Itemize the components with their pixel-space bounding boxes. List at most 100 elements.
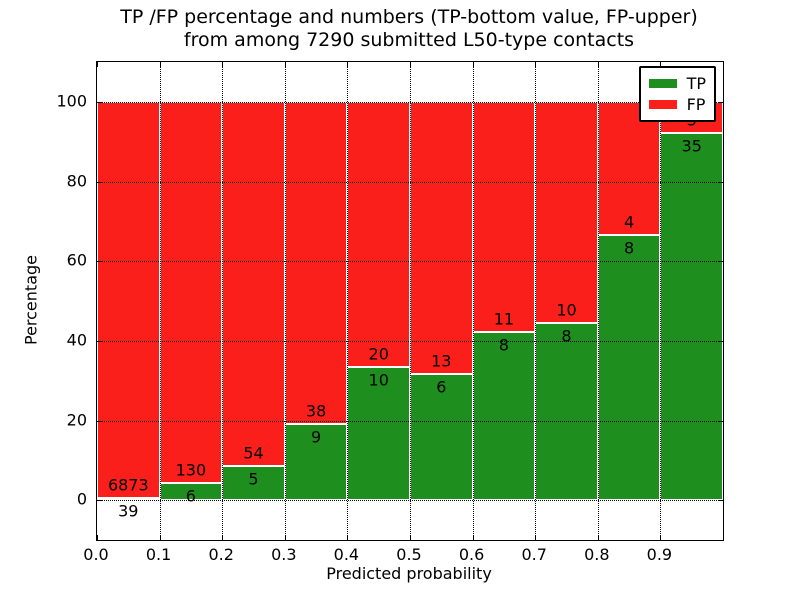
tick-x-bottom-0.9 (660, 535, 662, 540)
gridline-x-0.1 (159, 62, 161, 540)
annotation-tp-count-bin8: 8 (624, 238, 635, 258)
tick-y-left-60 (97, 261, 102, 263)
gridline-x-0.8 (597, 62, 599, 540)
annotation-fp-count-bin4: 20 (368, 344, 389, 364)
legend-entry-tp: TP (648, 73, 706, 94)
y-tick-label-0: 0 (76, 489, 87, 509)
annotation-tp-count-bin0: 39 (118, 501, 139, 521)
tick-y-right-0 (718, 500, 723, 502)
annotation-fp-count-bin1: 130 (175, 460, 207, 480)
tick-x-top-0.6 (472, 62, 474, 67)
tick-x-top-0.0 (97, 62, 98, 67)
tick-x-top-0.7 (535, 62, 537, 67)
annotation-tp-count-bin1: 6 (185, 486, 196, 506)
tick-x-bottom-0.8 (597, 535, 599, 540)
tick-y-left-40 (97, 340, 102, 342)
tick-x-top-0.2 (222, 62, 224, 67)
annotation-tp-count-bin9: 35 (681, 136, 702, 156)
x-tick-label-0.0: 0.0 (83, 545, 109, 564)
bar-segment-tp-bin5 (410, 374, 473, 501)
legend-swatch-fp (648, 100, 677, 109)
tick-y-right-20 (718, 420, 723, 422)
tick-x-top-0.3 (284, 62, 286, 67)
x-tick-label-0.6: 0.6 (458, 545, 485, 564)
x-tick-label-0.5: 0.5 (396, 545, 422, 564)
x-tick-label-0.2: 0.2 (208, 545, 234, 564)
tick-y-left-20 (97, 420, 102, 422)
tick-y-left-80 (97, 181, 102, 183)
annotation-fp-count-bin3: 38 (305, 401, 327, 421)
tick-x-top-0.9 (660, 62, 662, 67)
y-tick-label-80: 80 (66, 171, 87, 190)
plot-area: 6873391306545389201013611810848335 TP FP (96, 61, 724, 541)
tick-x-bottom-0.1 (159, 535, 161, 540)
chart-title-line1: TP /FP percentage and numbers (TP-bottom… (120, 6, 698, 28)
gridline-x-0.9 (660, 62, 662, 540)
chart-title: TP /FP percentage and numbers (TP-bottom… (96, 6, 722, 52)
y-tick-label-60: 60 (66, 250, 87, 270)
annotation-fp-count-bin0: 6873 (107, 475, 149, 495)
tick-x-bottom-0.0 (97, 535, 98, 540)
legend-label-fp: FP (686, 95, 706, 114)
tick-x-bottom-0.5 (410, 535, 411, 540)
x-tick-label-0.9: 0.9 (646, 545, 673, 564)
tick-x-bottom-0.4 (347, 535, 349, 540)
annotation-tp-count-bin3: 9 (311, 427, 322, 447)
annotation-tp-count-bin4: 10 (368, 370, 389, 390)
x-tick-label-0.1: 0.1 (145, 545, 172, 564)
annotation-tp-count-bin6: 8 (498, 335, 509, 355)
tick-y-left-0 (97, 500, 102, 502)
tick-x-bottom-0.3 (284, 535, 286, 540)
annotation-fp-count-bin6: 11 (493, 309, 515, 329)
legend-label-tp: TP (686, 74, 706, 93)
annotation-fp-count-bin8: 4 (624, 212, 635, 232)
annotation-fp-count-bin5: 13 (431, 351, 452, 371)
tick-x-bottom-0.2 (222, 535, 224, 540)
tick-x-top-0.8 (597, 62, 599, 67)
legend-box: TP FP (638, 66, 716, 122)
bar-segment-fp-bin7 (535, 101, 598, 324)
bar-segment-tp-bin9 (660, 133, 723, 501)
chart-title-line2: from among 7290 submitted L50-type conta… (183, 29, 635, 51)
annotation-fp-count-bin2: 54 (243, 443, 264, 463)
x-tick-label-0.7: 0.7 (521, 545, 547, 564)
annotation-tp-count-bin5: 6 (436, 377, 447, 397)
legend-entry-fp: FP (648, 94, 706, 115)
gridline-x-0.6 (472, 62, 474, 540)
bar-segment-fp-bin1 (159, 101, 223, 483)
y-tick-label-40: 40 (66, 330, 87, 350)
tick-y-right-60 (718, 261, 723, 263)
bar-segment-tp-bin6 (472, 332, 536, 501)
y-tick-label-100: 100 (56, 91, 87, 111)
tick-x-top-0.1 (159, 62, 161, 67)
gridline-x-0.7 (535, 62, 537, 540)
bar-segment-tp-bin8 (597, 234, 661, 501)
gridline-x-0.5 (410, 62, 411, 540)
x-axis-label: Predicted probability (326, 564, 492, 583)
gridline-x-0.2 (222, 62, 224, 540)
tick-y-right-40 (718, 340, 723, 342)
tick-x-bottom-0.6 (472, 535, 474, 540)
bar-segment-fp-bin3 (284, 101, 348, 424)
tick-x-top-0.4 (347, 62, 349, 67)
bar-segment-tp-bin0 (97, 497, 160, 501)
tick-y-right-100 (718, 101, 723, 103)
annotation-tp-count-bin7: 8 (561, 326, 572, 346)
tick-x-bottom-0.7 (535, 535, 537, 540)
x-tick-label-0.8: 0.8 (584, 545, 610, 564)
tick-y-left-100 (97, 101, 102, 103)
bar-segment-fp-bin4 (347, 101, 410, 368)
y-axis-label: Percentage (21, 254, 41, 346)
bar-segment-fp-bin0 (97, 101, 160, 498)
annotation-tp-count-bin2: 5 (248, 469, 259, 489)
bar-segment-fp-bin6 (472, 101, 536, 333)
x-tick-label-0.3: 0.3 (271, 545, 297, 564)
legend-swatch-tp (648, 79, 677, 88)
gridline-x-0.4 (347, 62, 349, 540)
tick-x-top-0.5 (410, 62, 411, 67)
bar-segment-fp-bin8 (597, 101, 661, 235)
x-tick-label-0.4: 0.4 (333, 545, 360, 564)
tick-y-right-80 (718, 181, 723, 183)
bar-segment-fp-bin2 (222, 101, 285, 467)
